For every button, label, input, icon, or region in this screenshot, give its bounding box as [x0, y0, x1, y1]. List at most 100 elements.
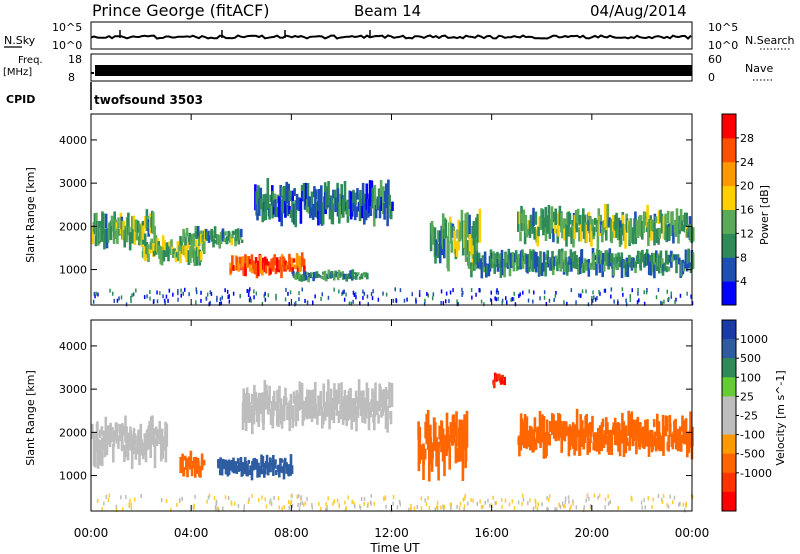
power-cell	[576, 208, 580, 225]
noise-left-tick-bottom: 10^0	[52, 39, 82, 52]
vel-cell	[635, 434, 638, 455]
vel-cell	[255, 459, 259, 466]
power-cell	[314, 188, 317, 218]
power-speckle	[452, 288, 454, 293]
power-speckle	[670, 291, 672, 296]
power-speckle	[312, 300, 314, 305]
power-speckle	[592, 290, 594, 295]
power-cell	[161, 235, 165, 251]
power-cell	[154, 235, 158, 251]
vel-cell	[191, 460, 195, 469]
power-cell	[557, 212, 560, 237]
vel-cell	[310, 390, 313, 412]
vel-cell	[552, 414, 555, 433]
power-cell	[587, 213, 590, 231]
vel-cell	[274, 401, 277, 411]
power-cell	[568, 212, 572, 225]
vel-cell	[607, 433, 611, 455]
x-tick-label: 20:00	[575, 526, 610, 540]
power-speckle	[578, 293, 580, 298]
power-cell	[110, 215, 114, 227]
y-tick-label: 2000	[59, 220, 87, 233]
power-speckle	[226, 289, 229, 294]
power-speckle	[367, 302, 369, 307]
power-cell	[675, 256, 678, 274]
vel-speckle	[366, 504, 369, 508]
power-speckle	[314, 294, 316, 299]
vel-cell	[575, 408, 579, 437]
power-speckle	[156, 299, 159, 304]
power-speckle	[646, 288, 648, 292]
vel-speckle	[575, 505, 578, 510]
power-speckle	[545, 302, 548, 306]
power-speckle	[501, 300, 503, 305]
power-cell	[117, 217, 120, 229]
power-cell	[127, 212, 130, 235]
power-speckle	[353, 293, 356, 297]
noise-left-tick-top: 10^5	[52, 21, 82, 34]
power-cell	[383, 203, 386, 220]
power-cell	[594, 255, 598, 261]
vel-cell	[102, 430, 105, 440]
vel-speckle	[327, 496, 329, 501]
power-speckle	[132, 292, 135, 297]
vel-cell	[289, 454, 293, 467]
vel-cell	[272, 464, 275, 476]
power-cell	[180, 245, 184, 254]
power-speckle	[359, 301, 361, 306]
power-cell	[302, 273, 306, 282]
power-cell	[313, 271, 316, 278]
power-speckle	[371, 296, 374, 301]
power-cell	[511, 252, 515, 267]
power-speckle	[657, 287, 660, 292]
vel-speckle	[338, 503, 340, 508]
vel-speckle	[134, 497, 136, 502]
vel-cell	[186, 458, 190, 465]
vel-speckle	[130, 506, 133, 511]
power-cell	[519, 258, 522, 270]
vel-cell	[626, 437, 629, 446]
vel-speckle	[617, 505, 619, 510]
power-cell	[163, 239, 166, 250]
power-speckle	[289, 290, 292, 295]
vel-speckle	[443, 504, 446, 509]
vel-speckle	[458, 505, 461, 510]
power-cell	[195, 231, 198, 240]
power-cell	[136, 220, 140, 233]
power-cell	[544, 227, 548, 241]
power-speckle	[116, 298, 119, 303]
vel-cell	[314, 403, 318, 419]
vel-cell	[314, 382, 317, 412]
power-cell	[192, 236, 195, 247]
power-speckle	[506, 300, 508, 305]
power-cell	[153, 225, 156, 249]
vel-speckle	[300, 495, 302, 500]
power-cell	[171, 249, 175, 258]
power-cell	[483, 251, 487, 267]
power-cell	[551, 251, 554, 265]
vel-cell	[386, 390, 390, 400]
vel-speckle	[556, 507, 558, 512]
vel-cell	[200, 453, 204, 471]
vel-cell	[264, 466, 267, 475]
power-speckle	[691, 301, 694, 306]
vel-speckle	[572, 501, 574, 506]
power-colorbar-segment	[722, 257, 736, 282]
power-cell	[647, 261, 651, 276]
power-cell	[558, 249, 561, 265]
power-cell	[621, 214, 625, 224]
power-speckle	[288, 302, 290, 306]
power-cell	[234, 237, 237, 247]
power-cell	[320, 185, 323, 211]
vel-cell	[223, 462, 226, 470]
power-cell	[203, 237, 206, 255]
power-cell	[646, 204, 649, 228]
power-speckle	[660, 300, 662, 305]
vel-cell	[219, 469, 222, 476]
power-speckle	[216, 298, 218, 303]
vel-speckle	[522, 493, 524, 498]
power-cell	[679, 209, 683, 231]
vel-cell	[286, 406, 289, 421]
vel-speckle	[558, 502, 560, 507]
power-cell	[232, 231, 236, 235]
